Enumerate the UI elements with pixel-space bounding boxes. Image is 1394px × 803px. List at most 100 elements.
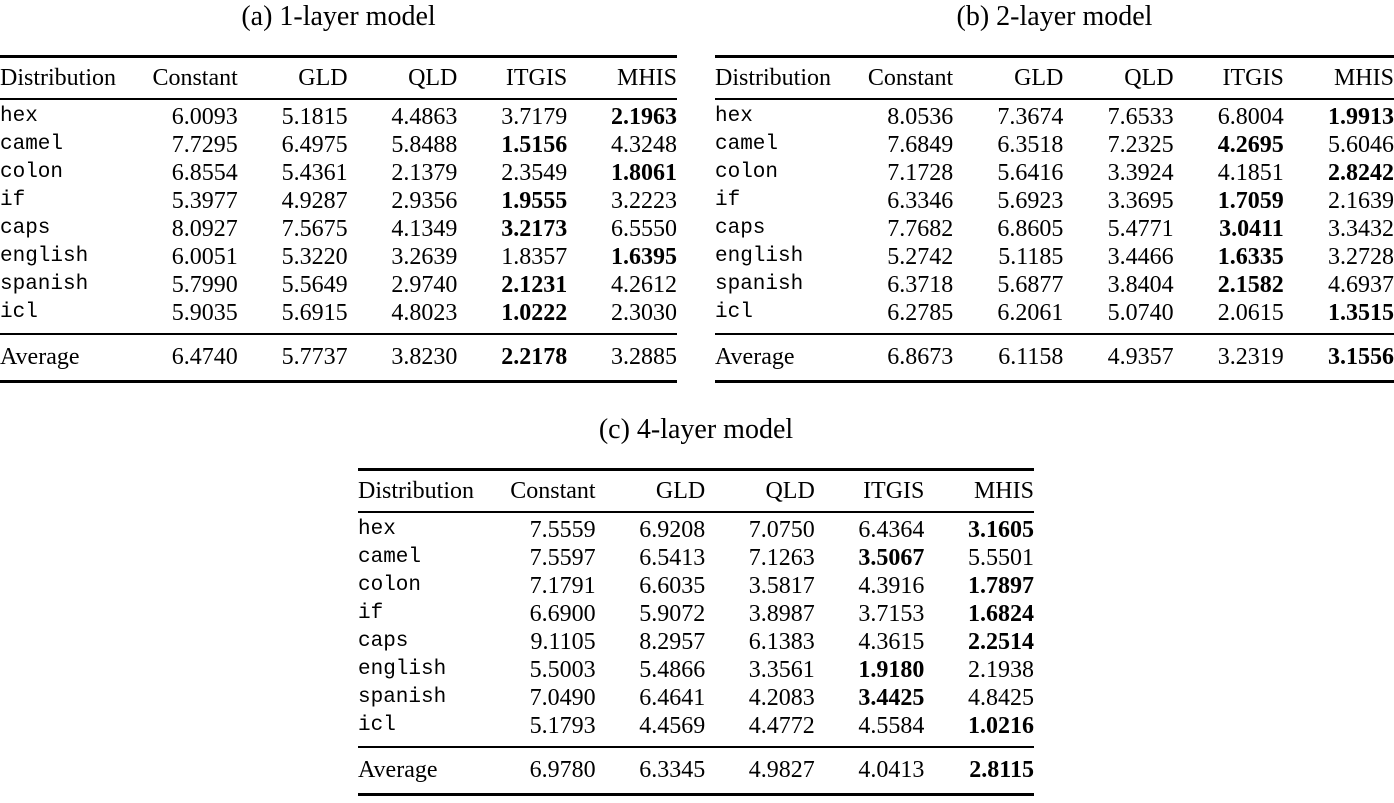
- average-value-cell: 6.4740: [171, 344, 238, 370]
- table-a-1-layer-model: (a) 1-layer model Distribution Constant GL…: [0, 0, 677, 383]
- table-row-colon: colon 7.1791 6.6035 3.5817 4.3916 1.7897: [358, 572, 1034, 600]
- table-row-if: if 6.3346 5.6923 3.3695 1.7059 2.1639: [715, 187, 1394, 215]
- column-header-distribution: Distribution: [715, 64, 832, 91]
- bottom-rule: [715, 380, 1394, 383]
- value-cell: 6.6900: [529, 601, 596, 627]
- value-cell: 3.4466: [1107, 244, 1174, 270]
- table-c-4-layer-model: (c) 4-layer model Distribution Constant GL…: [358, 413, 1034, 796]
- value-cell: 5.6416: [997, 160, 1064, 186]
- value-cell: 3.2639: [391, 244, 458, 270]
- table-row-hex: hex 7.5559 6.9208 7.0750 6.4364 3.1605: [358, 516, 1034, 544]
- value-cell: 9.1105: [530, 629, 596, 655]
- value-cell: 7.0750: [748, 517, 815, 543]
- average-value-cell: 4.9827: [748, 757, 815, 783]
- average-row: Average 6.8673 6.1158 4.9357 3.2319 3.1556: [715, 335, 1394, 380]
- value-cell: 1.8357: [501, 244, 568, 270]
- average-value-cell: 6.9780: [529, 757, 596, 783]
- value-cell: 5.4361: [281, 160, 348, 186]
- value-cell: 2.1231: [501, 272, 568, 298]
- header-rule: [715, 98, 1394, 100]
- value-cell: 3.3561: [748, 657, 815, 683]
- value-cell: 4.3916: [858, 573, 925, 599]
- column-header-qld: QLD: [408, 64, 458, 91]
- column-header-qld: QLD: [765, 477, 815, 504]
- column-header-distribution: Distribution: [0, 64, 117, 91]
- value-cell: 5.5003: [529, 657, 596, 683]
- table-row-if: if 5.3977 4.9287 2.9356 1.9555 3.2223: [0, 187, 677, 215]
- value-cell: 2.1582: [1217, 272, 1284, 298]
- average-row: Average 6.9780 6.3345 4.9827 4.0413 2.8115: [358, 748, 1034, 793]
- value-cell: 3.3432: [1327, 216, 1394, 242]
- table-title: (b) 2-layer model: [956, 1, 1153, 32]
- value-cell: 4.1851: [1217, 160, 1284, 186]
- bottom-rule: [358, 793, 1034, 796]
- row-label: icl: [358, 714, 396, 737]
- header-rule: [0, 98, 677, 100]
- value-cell: 3.2173: [501, 216, 568, 242]
- average-value-cell: 5.7737: [281, 344, 348, 370]
- value-cell: 5.1793: [529, 713, 596, 739]
- bottom-rule: [0, 380, 677, 383]
- value-cell: 4.2612: [611, 272, 677, 298]
- value-cell: 4.9287: [281, 188, 348, 214]
- average-label: Average: [715, 344, 795, 370]
- table-row-english: english 5.2742 5.1185 3.4466 1.6335 3.2728: [715, 243, 1394, 271]
- value-cell: 6.6035: [639, 573, 706, 599]
- average-rule: [715, 333, 1394, 335]
- column-header-itgis: ITGIS: [1222, 64, 1284, 91]
- average-value-cell: 3.2319: [1217, 344, 1284, 370]
- value-cell: 5.3220: [281, 244, 348, 270]
- average-label: Average: [0, 344, 80, 370]
- column-header-gld: GLD: [298, 64, 348, 91]
- value-cell: 3.8987: [748, 601, 815, 627]
- value-cell: 3.8404: [1107, 272, 1174, 298]
- column-header-mhis: MHIS: [973, 477, 1034, 504]
- value-cell: 5.5649: [281, 272, 348, 298]
- value-cell: 4.4863: [391, 104, 458, 130]
- column-header-mhis: MHIS: [1333, 64, 1394, 91]
- value-cell: 1.6395: [611, 244, 677, 270]
- value-cell: 8.0927: [171, 216, 238, 242]
- value-cell: 1.0222: [501, 300, 568, 326]
- value-cell: 4.2695: [1217, 132, 1284, 158]
- value-cell: 6.9208: [639, 517, 706, 543]
- table-title: (c) 4-layer model: [598, 414, 794, 445]
- table-row-if: if 6.6900 5.9072 3.8987 3.7153 1.6824: [358, 600, 1034, 628]
- average-value-cell: 4.0413: [858, 757, 925, 783]
- average-value-cell: 2.8115: [969, 757, 1034, 783]
- row-label: colon: [358, 574, 422, 597]
- value-cell: 1.9555: [501, 188, 568, 214]
- value-cell: 2.1379: [391, 160, 458, 186]
- table-row-spanish: spanish 5.7990 5.5649 2.9740 2.1231 4.2612: [0, 271, 677, 299]
- value-cell: 8.0536: [887, 104, 954, 130]
- column-header-constant: Constant: [510, 477, 596, 504]
- row-label: camel: [358, 546, 422, 569]
- average-value-cell: 3.1556: [1327, 344, 1394, 370]
- column-header-distribution: Distribution: [358, 477, 475, 504]
- value-cell: 7.7295: [171, 132, 238, 158]
- table-row-icl: icl 5.1793 4.4569 4.4772 4.5584 1.0216: [358, 712, 1034, 740]
- value-cell: 2.0615: [1217, 300, 1284, 326]
- row-label: colon: [0, 161, 64, 184]
- average-value-cell: 3.8230: [391, 344, 458, 370]
- value-cell: 5.9072: [639, 601, 706, 627]
- table-row-spanish: spanish 7.0490 6.4641 4.2083 3.4425 4.8425: [358, 684, 1034, 712]
- column-header-qld: QLD: [1124, 64, 1174, 91]
- value-cell: 6.8554: [171, 160, 238, 186]
- value-cell: 6.5550: [611, 216, 677, 242]
- table-row-english: english 5.5003 5.4866 3.3561 1.9180 2.1938: [358, 656, 1034, 684]
- table-row-caps: caps 9.1105 8.2957 6.1383 4.3615 2.2514: [358, 628, 1034, 656]
- value-cell: 1.5156: [501, 132, 568, 158]
- row-label: hex: [358, 518, 396, 541]
- value-cell: 1.6335: [1217, 244, 1284, 270]
- value-cell: 5.1185: [998, 244, 1064, 270]
- average-label: Average: [358, 757, 438, 783]
- value-cell: 1.9180: [858, 657, 925, 683]
- value-cell: 3.5067: [858, 545, 925, 571]
- value-cell: 7.5597: [529, 545, 596, 571]
- value-cell: 5.5501: [967, 545, 1034, 571]
- top-rule: [715, 55, 1394, 58]
- value-cell: 6.5413: [639, 545, 706, 571]
- value-cell: 7.7682: [887, 216, 954, 242]
- value-cell: 4.5584: [858, 713, 925, 739]
